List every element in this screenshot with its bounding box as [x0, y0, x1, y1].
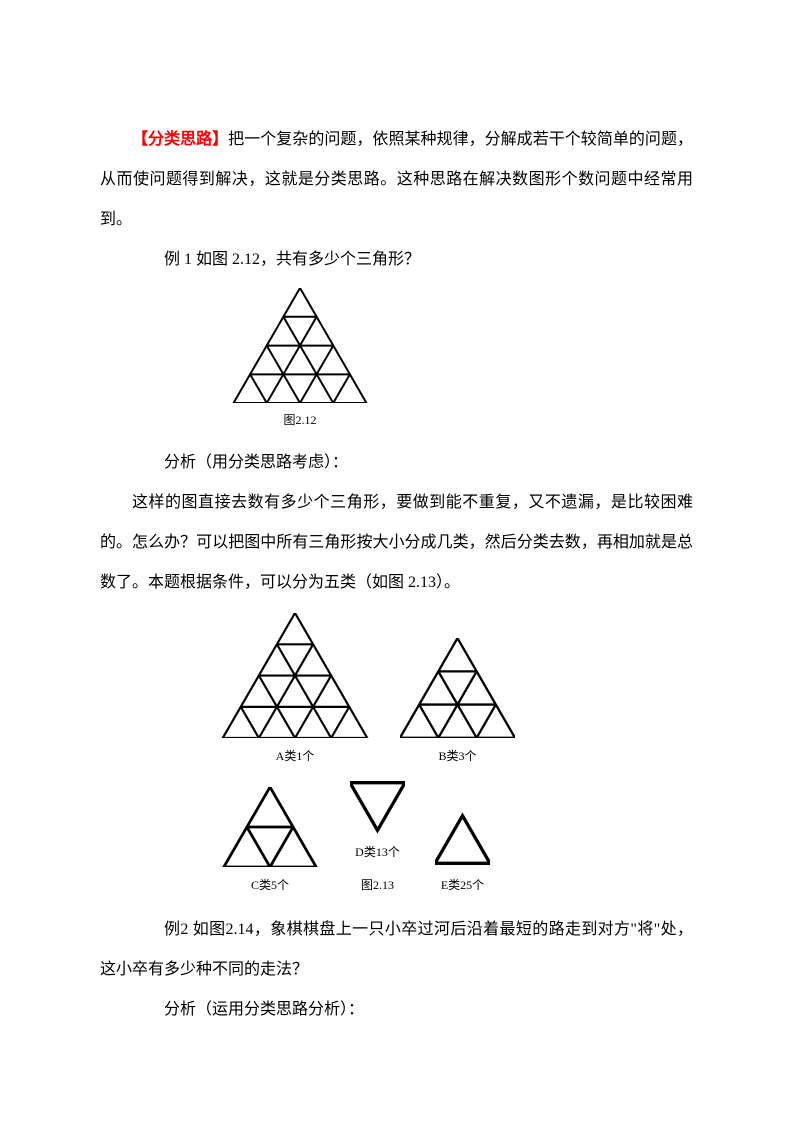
- fig213-label-d: D类13个: [355, 837, 400, 867]
- triangle-a: [220, 613, 370, 738]
- fig213-label-e: E类25个: [441, 870, 484, 900]
- fig213-item-b: B类3个: [400, 638, 515, 771]
- triangle-d: [350, 779, 405, 834]
- figure-2-12-label: 图2.12: [283, 405, 316, 435]
- fig213-item-a: A类1个: [220, 613, 370, 771]
- fig213-row2: C类5个 D类13个 图2.13 E类25个: [220, 779, 600, 900]
- fig213-item-d: D类13个 图2.13: [350, 779, 405, 900]
- figure-2-12: 图2.12: [220, 288, 380, 435]
- fig213-label-c: C类5个: [251, 870, 289, 900]
- example1-title: 例 1 如图 2.12，共有多少个三角形？: [100, 240, 693, 280]
- fig213-caption: 图2.13: [361, 870, 394, 900]
- analysis1-heading: 分析（用分类思路考虑）：: [100, 443, 693, 483]
- section-title: 【分类思路】: [132, 131, 228, 148]
- figure-2-13: A类1个 B类3个: [220, 613, 600, 900]
- triangle-grid-4: [225, 288, 375, 403]
- document-page: 【分类思路】把一个复杂的问题，依照某种规律，分解成若干个较简单的问题，从而使问题…: [0, 0, 793, 1122]
- fig213-row1: A类1个 B类3个: [220, 613, 600, 771]
- fig213-item-e: E类25个: [435, 812, 490, 900]
- fig213-label-a: A类1个: [276, 741, 315, 771]
- analysis2-heading: 分析（运用分类思路分析）：: [100, 990, 693, 1030]
- example2-title: 例2 如图2.14，象棋棋盘上一只小卒过河后沿着最短的路走到对方"将"处，这小卒…: [100, 910, 693, 990]
- analysis1-body: 这样的图直接去数有多少个三角形，要做到能不重复，又不遗漏，是比较困难的。怎么办？…: [100, 483, 693, 603]
- triangle-c: [220, 787, 320, 867]
- fig213-label-b: B类3个: [438, 741, 476, 771]
- triangle-b: [400, 638, 515, 738]
- triangle-e: [435, 812, 490, 867]
- intro-paragraph: 【分类思路】把一个复杂的问题，依照某种规律，分解成若干个较简单的问题，从而使问题…: [100, 120, 693, 240]
- fig213-item-c: C类5个: [220, 787, 320, 900]
